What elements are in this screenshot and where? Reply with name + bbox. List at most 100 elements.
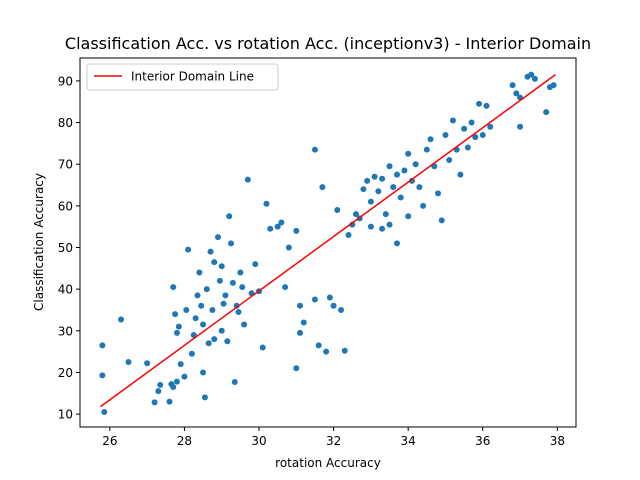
- y-tick-label: 50: [58, 241, 73, 255]
- data-point: [194, 292, 201, 299]
- data-point: [371, 173, 378, 180]
- data-point: [345, 232, 352, 239]
- data-point: [172, 311, 179, 318]
- data-point: [220, 300, 227, 307]
- data-point: [201, 394, 208, 401]
- data-point: [181, 373, 188, 380]
- data-point: [382, 211, 389, 218]
- data-point: [239, 284, 246, 291]
- data-point: [297, 302, 304, 309]
- data-point: [183, 306, 190, 313]
- x-tick-label: 32: [326, 434, 341, 448]
- data-point: [446, 157, 453, 164]
- data-point: [297, 329, 304, 336]
- data-point: [173, 329, 180, 336]
- y-tick-label: 60: [58, 199, 73, 213]
- x-axis: 26 28 30 32 34 36 38: [102, 427, 565, 448]
- data-point: [352, 211, 359, 218]
- data-point: [338, 306, 345, 313]
- data-point: [192, 315, 199, 322]
- legend-label: Interior Domain Line: [131, 70, 254, 84]
- data-point: [323, 348, 330, 355]
- data-point: [211, 336, 218, 343]
- data-point: [101, 409, 108, 416]
- data-point: [177, 361, 184, 368]
- data-point: [390, 184, 397, 191]
- data-point: [300, 319, 307, 326]
- data-point: [423, 146, 430, 153]
- data-point: [311, 146, 318, 153]
- data-point: [468, 119, 475, 126]
- data-point: [293, 227, 300, 234]
- y-tick-label: 40: [58, 283, 73, 297]
- data-point: [205, 340, 212, 347]
- data-point: [282, 284, 289, 291]
- data-point: [435, 190, 442, 197]
- data-point: [393, 171, 400, 178]
- data-point: [229, 279, 236, 286]
- data-point: [214, 234, 221, 241]
- data-point: [531, 75, 538, 82]
- data-point: [155, 388, 162, 395]
- data-point: [543, 109, 550, 116]
- data-point: [173, 378, 180, 385]
- data-point: [379, 175, 386, 182]
- data-point: [326, 294, 333, 301]
- x-tick-label: 38: [550, 434, 565, 448]
- data-point: [427, 136, 434, 143]
- data-point: [509, 82, 516, 89]
- data-point: [207, 248, 214, 255]
- y-axis-label: Classification Accuracy: [32, 173, 46, 311]
- data-point: [330, 302, 337, 309]
- data-point: [196, 269, 203, 276]
- data-point: [513, 90, 520, 97]
- data-point: [278, 219, 285, 226]
- data-point: [274, 223, 281, 230]
- data-point: [175, 323, 182, 330]
- data-point: [457, 171, 464, 178]
- data-point: [252, 261, 259, 268]
- data-point: [170, 384, 177, 391]
- data-point: [315, 342, 322, 349]
- data-point: [408, 177, 415, 184]
- plot-area: [99, 71, 557, 416]
- data-point: [144, 360, 151, 367]
- data-point: [166, 398, 173, 405]
- x-tick-label: 30: [251, 434, 266, 448]
- data-point: [367, 198, 374, 205]
- data-point: [349, 221, 356, 228]
- data-point: [218, 263, 225, 270]
- data-point: [200, 369, 207, 376]
- data-point: [405, 150, 412, 157]
- data-point: [231, 379, 238, 386]
- data-point: [259, 344, 266, 351]
- x-tick-label: 36: [475, 434, 490, 448]
- data-point: [267, 225, 274, 232]
- data-point: [222, 292, 229, 299]
- data-point: [449, 117, 456, 124]
- x-tick-label: 28: [177, 434, 192, 448]
- data-point: [479, 132, 486, 139]
- data-point: [263, 200, 270, 207]
- data-point: [379, 225, 386, 232]
- data-point: [188, 350, 195, 357]
- data-point: [311, 296, 318, 303]
- data-point: [228, 240, 235, 247]
- data-point: [476, 100, 483, 107]
- y-tick-label: 80: [58, 116, 73, 130]
- data-point: [405, 213, 412, 220]
- data-point: [364, 177, 371, 184]
- y-tick-label: 10: [58, 408, 73, 422]
- data-point: [438, 217, 445, 224]
- data-point: [550, 82, 557, 89]
- data-point: [151, 399, 158, 406]
- data-point: [487, 123, 494, 130]
- data-point: [285, 244, 292, 251]
- data-point: [99, 372, 106, 379]
- y-tick-label: 30: [58, 324, 73, 338]
- data-point: [99, 342, 106, 349]
- data-point: [235, 309, 242, 316]
- data-point: [412, 161, 419, 168]
- data-point: [233, 302, 240, 309]
